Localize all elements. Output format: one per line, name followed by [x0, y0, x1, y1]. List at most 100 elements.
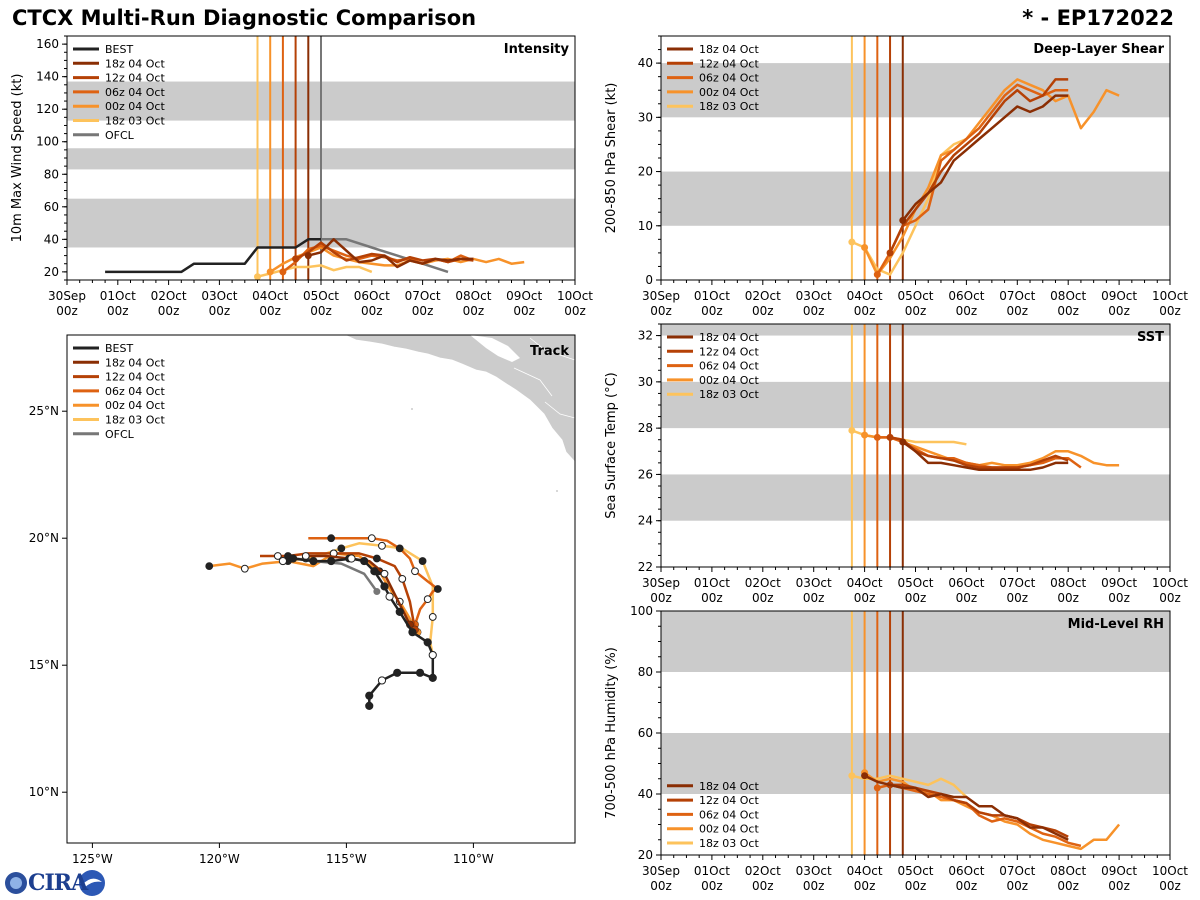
- series-line: [105, 238, 321, 274]
- x-tick-label: 00z: [1159, 591, 1181, 605]
- x-tick-label: 00z: [905, 591, 927, 605]
- x-tick-label: 00z: [107, 304, 129, 318]
- logo-text: CIRA: [28, 870, 88, 896]
- x-tick-label: 00z: [803, 879, 825, 893]
- best-track-point: [327, 556, 336, 566]
- series-start-point: [886, 249, 894, 257]
- legend-label: 06z 04 Oct: [699, 72, 759, 85]
- x-tick-label: 00z: [1007, 879, 1029, 893]
- x-tick-label: 05Oct: [897, 289, 933, 303]
- panel-title: Intensity: [504, 42, 570, 57]
- x-tick-label: 07Oct: [999, 864, 1035, 878]
- forecast-point: [337, 544, 346, 553]
- forecast-point: [395, 544, 404, 553]
- legend-label: 00z 04 Oct: [699, 823, 759, 836]
- page-title: CTCX Multi-Run Diagnostic Comparison: [12, 6, 477, 30]
- y-tick-label: 0: [645, 273, 653, 287]
- x-tick-label: 00z: [701, 304, 723, 318]
- forecast-point: [380, 569, 389, 578]
- legend-label: 12z 04 Oct: [699, 345, 759, 358]
- series-start-point: [873, 784, 881, 792]
- land-map: [344, 335, 575, 492]
- x-tick-label: 02Oct: [745, 289, 781, 303]
- x-tick-label: 08Oct: [1050, 576, 1086, 590]
- legend-label: 18z 04 Oct: [699, 331, 759, 344]
- series-start-point: [899, 438, 907, 446]
- y-tick-label: 30: [638, 375, 653, 389]
- x-tick-label: 10Oct: [1152, 289, 1188, 303]
- best-track-point: [380, 582, 389, 591]
- track-panel: 125°W 120°W 115°W 110°W 10°N 15°N 20°N 25°N Trac…: [29, 334, 576, 866]
- x-tick-label: 08Oct: [1050, 289, 1086, 303]
- y-tick-label: 100: [630, 604, 653, 618]
- x-tick-label: 00z: [1108, 591, 1130, 605]
- state-borders: [513, 337, 575, 419]
- series-start-point: [266, 268, 274, 276]
- legend-label: 06z 04 Oct: [105, 385, 165, 398]
- series-line: [851, 429, 967, 446]
- x-tick-label: 00z: [1108, 879, 1130, 893]
- shear-panel: 01020304030Sep00z01Oct00z02Oct00z03Oct00…: [604, 35, 1188, 318]
- x-tick-label: 00z: [752, 591, 774, 605]
- forecast-point: [367, 534, 376, 543]
- x-tick-label: 00z: [1057, 304, 1079, 318]
- island: [556, 490, 558, 492]
- panel-title: Deep-Layer Shear: [1033, 42, 1164, 57]
- x-tick-label: 01Oct: [694, 576, 730, 590]
- x-tick-label: 00z: [752, 879, 774, 893]
- x-tick-label: 04Oct: [847, 576, 883, 590]
- x-tick-label: 05Oct: [897, 864, 933, 878]
- best-track-point: [395, 607, 404, 616]
- x-tick-label: 09Oct: [1101, 864, 1137, 878]
- series-line: [307, 238, 474, 269]
- y-tick-label: 20: [638, 848, 653, 862]
- legend-label: 06z 04 Oct: [699, 360, 759, 373]
- x-tick-label: 03Oct: [796, 289, 832, 303]
- best-track-point: [377, 676, 387, 685]
- x-tick-label: 03Oct: [796, 576, 832, 590]
- best-track-point: [408, 628, 417, 637]
- best-track-point: [393, 668, 402, 677]
- y-tick-label: 26: [638, 467, 653, 481]
- legend-label: 06z 04 Oct: [699, 808, 759, 821]
- legend-label: OFCL: [105, 129, 135, 142]
- shaded-band: [661, 324, 1170, 336]
- ofcl-start-point: [373, 588, 381, 596]
- x-tick-label: 00z: [956, 304, 978, 318]
- forecast-point: [273, 552, 282, 560]
- x-tick-label: 01Oct: [100, 289, 136, 303]
- best-track-point: [278, 556, 287, 566]
- x-tick-label: 04Oct: [847, 864, 883, 878]
- legend-label: 12z 04 Oct: [105, 371, 165, 384]
- mainland: [344, 335, 575, 463]
- rh-panel: 2040608010030Sep00z01Oct00z02Oct00z03Oct…: [604, 604, 1188, 893]
- series-line: [863, 78, 1120, 276]
- x-tick-label: 03Oct: [796, 864, 832, 878]
- x-tick-label: 00z: [158, 304, 180, 318]
- best-track-point: [347, 554, 356, 563]
- track-line: [308, 536, 440, 625]
- y-axis-label: 700-500 hPa Humidity (%): [604, 647, 619, 819]
- track-line: [305, 554, 412, 626]
- best-track-point: [370, 567, 379, 576]
- legend-label: 18z 03 Oct: [699, 100, 759, 113]
- x-tick-label: 00z: [209, 304, 231, 318]
- legend-label: 18z 04 Oct: [105, 57, 165, 70]
- x-tick-label: 06Oct: [948, 576, 984, 590]
- series-line: [888, 78, 1069, 254]
- series-start-point: [254, 273, 261, 281]
- island: [411, 408, 413, 410]
- y-tick-label: 60: [44, 200, 59, 214]
- x-tick-label: 10Oct: [557, 289, 593, 303]
- x-tick-label: 00z: [650, 304, 672, 318]
- best-track-point: [365, 691, 374, 700]
- x-tick-label: 00z: [905, 879, 927, 893]
- x-tick-label: 05Oct: [303, 289, 339, 303]
- legend-label: 12z 04 Oct: [105, 72, 165, 85]
- legend-label: 06z 04 Oct: [105, 86, 165, 99]
- x-tick-label: 08Oct: [455, 289, 491, 303]
- y-tick-label: 140: [36, 70, 59, 84]
